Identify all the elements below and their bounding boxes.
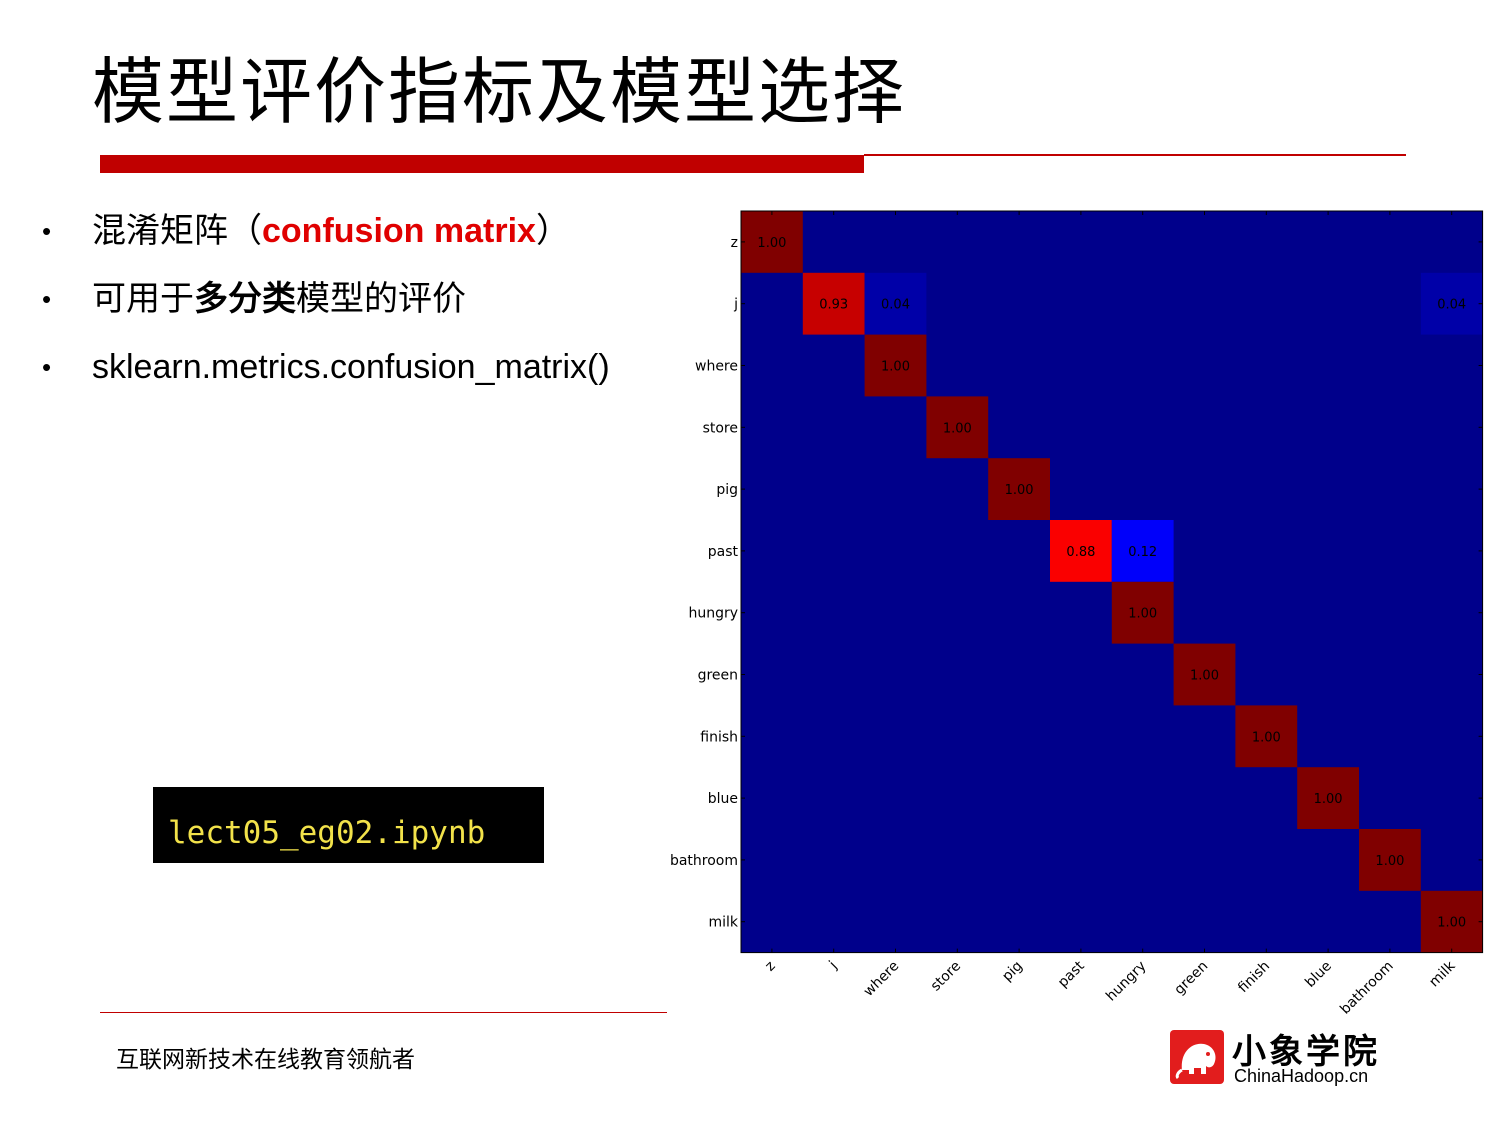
bullet-highlight: confusion matrix [262,212,536,250]
footer-divider [100,1012,667,1013]
y-tick-label: milk [708,915,738,931]
y-tick-label: pig [716,482,738,498]
heatmap-cell [1297,767,1359,829]
y-tick-label: bathroom [670,853,738,869]
heatmap-cell [1111,581,1174,644]
footer-tagline: 互联网新技术在线教育领航者 [116,1047,415,1073]
heatmap-cell [988,458,1050,520]
heatmap-cell [864,334,927,397]
x-tick-label: pig [999,958,1026,985]
heatmap-cell [1420,890,1483,953]
heatmap-cell [741,211,803,273]
bullet-text: 模型的评价 [296,280,466,318]
bullet-text: 可用于 [92,280,194,318]
y-tick-label: finish [700,729,738,745]
bullet-text: sklearn.metrics.confusion_matrix() [92,348,610,386]
confusion-matrix-chart: 1.00 0.93 0.04 0.04 1.00 1.00 1.00 0.88 0.12 1.00… [670,210,1484,1018]
heatmap-cell [926,396,989,459]
cell-value-label: 1.00 [1314,792,1343,807]
y-tick-label: where [695,359,738,375]
x-tick-label: milk [1426,957,1459,990]
x-tick-label: past [1055,958,1088,991]
title-underline-thick [100,155,864,173]
heatmap-cell [1359,829,1421,891]
x-tick-label: bathroom [1337,958,1396,1017]
x-tick-label: j [826,958,841,973]
heatmap-cell [1173,643,1236,706]
heatmap-cell [1420,272,1483,335]
cell-value-label: 0.04 [1437,298,1466,313]
cell-value-label: 0.12 [1128,545,1157,560]
bullet-item: • 可用于多分类模型的评价 [42,272,610,340]
x-tick-label: finish [1235,958,1273,996]
bullet-dot: • [42,284,52,314]
x-tick-label: green [1171,958,1211,998]
x-tick-label: z [762,958,779,975]
y-tick-label: z [731,235,738,251]
cell-value-label: 0.04 [881,298,910,313]
cell-value-label: 1.00 [757,236,786,251]
slide-title: 模型评价指标及模型选择 [92,50,907,134]
y-tick-label: hungry [688,606,738,622]
y-tick-label: past [708,544,739,560]
cell-value-label: 0.93 [819,298,848,313]
y-tick-label: store [703,420,738,436]
cell-value-label: 1.00 [881,360,910,375]
logo-name: 小象学院 [1232,1032,1380,1072]
x-tick-label: blue [1302,958,1335,991]
brand-logo: 小象学院 ChinaHadoop.cn [1168,1028,1398,1088]
cell-value-label: 1.00 [943,421,972,436]
code-filename-box: lect05_eg02.ipynb [153,787,544,863]
y-tick-label: j [733,297,738,313]
cell-value-label: 1.00 [1190,669,1219,684]
cell-value-label: 1.00 [1252,730,1281,745]
heatmap-cell [1111,520,1174,582]
bullet-item: • sklearn.metrics.confusion_matrix() [42,340,610,408]
cell-value-label: 1.00 [1005,483,1034,498]
bullet-text: 混淆矩阵（ [92,212,262,250]
y-tick-label: blue [708,791,738,807]
heatmap-cell [1050,520,1112,582]
heatmap-cell [864,272,927,335]
plot-frame [740,210,1484,954]
bullet-list: • 混淆矩阵（confusion matrix） • 可用于多分类模型的评价 • sk… [42,204,610,408]
logo-domain: ChinaHadoop.cn [1234,1066,1369,1086]
elephant-icon [1170,1030,1224,1084]
cell-value-label: 1.00 [1128,607,1157,622]
heatmap-cell [802,272,865,335]
bullet-item: • 混淆矩阵（confusion matrix） [42,204,610,272]
x-tick-label: where [861,958,903,1000]
heatmap-cell [1235,705,1298,768]
bullet-text: ） [535,212,570,250]
y-tick-label: green [698,668,738,684]
cell-value-label: 1.00 [1375,854,1404,869]
x-tick-label: hungry [1103,958,1149,1004]
cell-value-label: 0.88 [1066,545,1095,560]
x-tick-label: store [928,958,964,994]
bullet-dot: • [42,216,52,246]
title-underline-thin [864,154,1406,156]
cell-value-label: 1.00 [1437,916,1466,931]
bullet-highlight: 多分类 [194,280,296,318]
bullet-dot: • [42,352,52,382]
